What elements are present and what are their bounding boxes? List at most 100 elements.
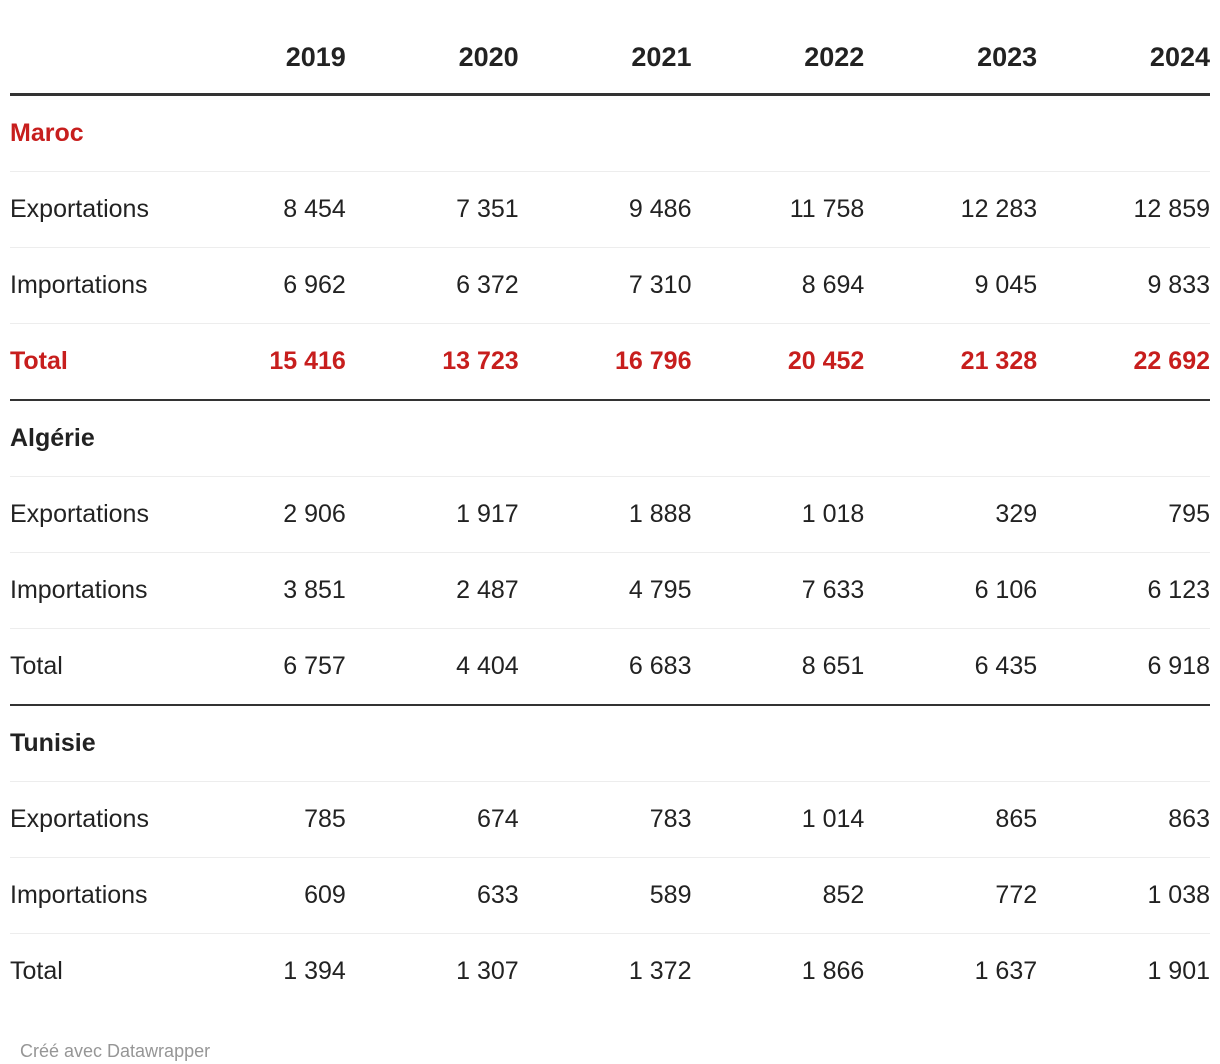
value-cell: 11 758: [789, 195, 865, 223]
empty-cell: [346, 400, 519, 477]
value-cell: 6 962: [283, 271, 346, 299]
year-column-header: 2022: [804, 42, 865, 72]
year-column-header: 2021: [631, 42, 692, 72]
year-column-header: 2023: [977, 42, 1038, 72]
value-cell: 16 796: [615, 347, 692, 375]
value-cell: 633: [476, 881, 519, 909]
value-cell: 4 795: [628, 576, 692, 604]
header-row: 2019 2020 2021 2022 2023 2024: [10, 0, 1210, 95]
row-label: Total: [10, 957, 63, 985]
year-column-header: 2024: [1149, 42, 1210, 72]
table-row: Importations 6 962 6 372 7 310 8 694 9 045 9 8…: [10, 248, 1210, 324]
empty-cell: [864, 705, 1037, 782]
empty-cell: [346, 95, 519, 172]
row-label: Importations: [10, 881, 148, 909]
table-head: 2019 2020 2021 2022 2023 2024: [10, 0, 1210, 95]
value-cell: 13 723: [442, 347, 519, 375]
value-cell: 6 918: [1147, 652, 1210, 680]
year-column-header: 2020: [458, 42, 519, 72]
value-cell: 1 917: [456, 500, 519, 528]
row-label: Total: [10, 347, 68, 375]
row-label-column-header: [10, 0, 173, 95]
table-row: Exportations 785 674 783 1 014 865 863: [10, 782, 1210, 858]
row-label: Exportations: [10, 805, 149, 833]
value-cell: 865: [995, 805, 1038, 833]
value-cell: 15 416: [269, 347, 346, 375]
value-cell: 6 106: [974, 576, 1038, 604]
row-label: Total: [10, 652, 63, 680]
empty-cell: [173, 400, 346, 477]
section-header-row: Tunisie: [10, 705, 1210, 782]
value-cell: 863: [1168, 805, 1210, 833]
value-cell: 772: [995, 881, 1038, 909]
value-cell: 852: [822, 881, 865, 909]
empty-cell: [173, 95, 346, 172]
value-cell: 3 851: [283, 576, 346, 604]
value-cell: 6 683: [628, 652, 692, 680]
table-row: Exportations 2 906 1 917 1 888 1 018 329 795: [10, 477, 1210, 553]
table-body: Maroc Exportations 8 454 7 351 9 486 11 758 12…: [10, 95, 1210, 1010]
value-cell: 20 452: [787, 347, 865, 375]
empty-cell: [691, 705, 864, 782]
value-cell: 1 888: [628, 500, 692, 528]
value-cell: 7 633: [801, 576, 865, 604]
datawrapper-credit-link[interactable]: Créé avec Datawrapper: [20, 1041, 211, 1061]
value-cell: 22 692: [1133, 347, 1210, 375]
value-cell: 785: [304, 805, 346, 833]
row-label: Importations: [10, 271, 148, 299]
value-cell: 2 906: [283, 500, 346, 528]
empty-cell: [346, 705, 519, 782]
row-label: Exportations: [10, 195, 149, 223]
section-label: Algérie: [10, 424, 95, 452]
empty-cell: [691, 95, 864, 172]
table-row: Total 6 757 4 404 6 683 8 651 6 435 6 918: [10, 629, 1210, 705]
empty-cell: [1037, 705, 1210, 782]
value-cell: 4 404: [456, 652, 519, 680]
row-label: Exportations: [10, 500, 149, 528]
value-cell: 7 310: [628, 271, 692, 299]
value-cell: 1 018: [801, 500, 865, 528]
value-cell: 9 486: [628, 195, 692, 223]
empty-cell: [519, 400, 692, 477]
value-cell: 1 866: [801, 957, 865, 985]
section-label: Maroc: [10, 119, 84, 147]
trade-data-table: 2019 2020 2021 2022 2023 2024 Maroc Exportatio…: [10, 0, 1210, 1009]
section-label: Tunisie: [10, 729, 96, 757]
table-row: Exportations 8 454 7 351 9 486 11 758 12 283 1…: [10, 172, 1210, 248]
empty-cell: [864, 400, 1037, 477]
value-cell: 8 694: [801, 271, 865, 299]
value-cell: 1 014: [801, 805, 865, 833]
value-cell: 1 637: [974, 957, 1038, 985]
empty-cell: [173, 705, 346, 782]
table-row: Importations 3 851 2 487 4 795 7 633 6 106 6 1…: [10, 553, 1210, 629]
empty-cell: [519, 705, 692, 782]
table-row: Importations 609 633 589 852 772 1 038: [10, 858, 1210, 934]
empty-cell: [864, 95, 1037, 172]
value-cell: 12 283: [960, 195, 1038, 223]
value-cell: 21 328: [960, 347, 1038, 375]
value-cell: 6 372: [456, 271, 519, 299]
value-cell: 1 372: [628, 957, 692, 985]
value-cell: 6 123: [1147, 576, 1210, 604]
value-cell: 674: [476, 805, 519, 833]
value-cell: 7 351: [456, 195, 519, 223]
section-header-row: Maroc: [10, 95, 1210, 172]
value-cell: 8 454: [283, 195, 346, 223]
empty-cell: [1037, 400, 1210, 477]
row-label: Importations: [10, 576, 148, 604]
value-cell: 589: [649, 881, 692, 909]
table-row: Total 15 416 13 723 16 796 20 452 21 328 22 69…: [10, 324, 1210, 400]
value-cell: 609: [304, 881, 346, 909]
value-cell: 329: [995, 500, 1038, 528]
value-cell: 6 757: [283, 652, 346, 680]
value-cell: 1 901: [1147, 957, 1210, 985]
value-cell: 12 859: [1133, 195, 1210, 223]
value-cell: 9 045: [974, 271, 1038, 299]
value-cell: 1 038: [1147, 881, 1210, 909]
empty-cell: [691, 400, 864, 477]
value-cell: 1 394: [283, 957, 346, 985]
table-row: Total 1 394 1 307 1 372 1 866 1 637 1 901: [10, 934, 1210, 1010]
value-cell: 783: [649, 805, 692, 833]
year-column-header: 2019: [285, 42, 346, 72]
